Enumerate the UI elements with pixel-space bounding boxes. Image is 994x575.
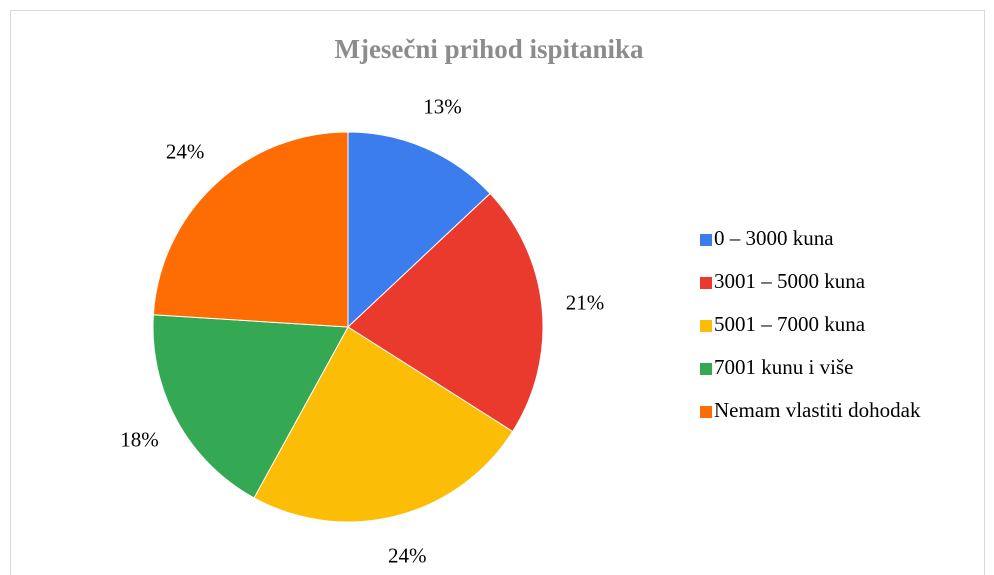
pie-slice xyxy=(152,314,349,499)
data-label: 24% xyxy=(166,139,205,163)
data-label: 13% xyxy=(423,94,462,118)
data-label: 21% xyxy=(566,290,605,314)
pie-slice xyxy=(347,131,491,329)
legend-swatch xyxy=(700,234,712,246)
legend-label: 7001 kunu i više xyxy=(714,355,853,379)
data-label: 24% xyxy=(388,543,427,567)
pie-slice xyxy=(253,326,514,523)
legend-label: 5001 – 7000 kuna xyxy=(714,312,866,336)
legend-label: 3001 – 5000 kuna xyxy=(714,269,866,293)
chart-title: Mjesečni prihod ispitanika xyxy=(334,34,644,64)
legend-swatch xyxy=(700,277,712,289)
data-label: 18% xyxy=(120,427,159,451)
pie-slice xyxy=(347,192,544,433)
legend-label: Nemam vlastiti dohodak xyxy=(714,398,921,422)
legend-swatch xyxy=(700,320,712,332)
legend-swatch xyxy=(700,406,712,418)
legend-label: 0 – 3000 kuna xyxy=(714,226,834,250)
pie-slice xyxy=(152,131,349,328)
legend-swatch xyxy=(700,363,712,375)
